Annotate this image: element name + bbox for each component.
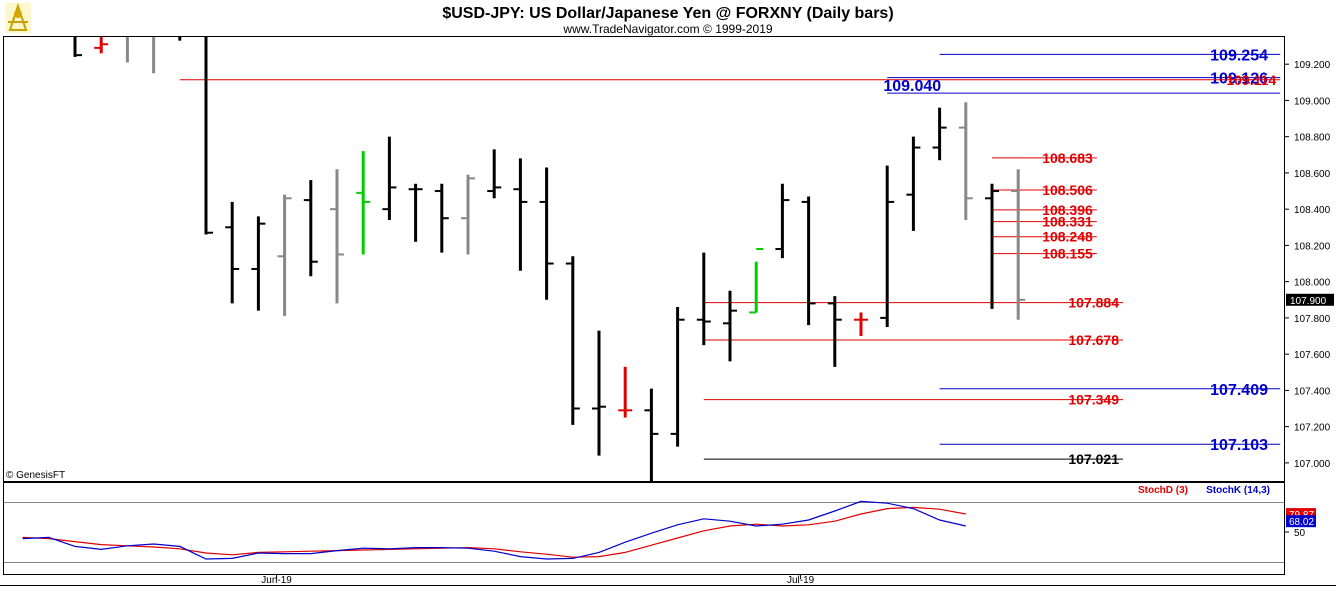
ohlc-bar xyxy=(1011,169,1026,320)
level-label: 108.683 xyxy=(1042,150,1093,166)
price-tick-label: 109.200 xyxy=(1294,60,1331,71)
ohlc-bar xyxy=(985,183,999,309)
ohlc-bar xyxy=(827,296,842,367)
stoch-k-tag xyxy=(1286,515,1316,528)
level-label: 107.103 xyxy=(1210,437,1268,454)
copyright-text: © GenesisFT xyxy=(6,470,65,481)
level-label: 107.021 xyxy=(1068,451,1119,467)
ohlc-bar xyxy=(906,136,921,231)
stoch-d-line xyxy=(22,506,966,558)
level-label: 107.349 xyxy=(1068,392,1119,408)
stoch-tick-label: 50 xyxy=(1294,528,1306,539)
ohlc-bar xyxy=(592,330,606,456)
level-label: 108.155 xyxy=(1042,246,1093,262)
level-label: 108.248 xyxy=(1042,229,1093,245)
ohlc-bar xyxy=(487,149,502,199)
price-tick-label: 107.600 xyxy=(1294,350,1331,361)
stochastic-lines xyxy=(22,500,966,560)
ohlc-bar xyxy=(461,174,475,255)
level-label: 107.409 xyxy=(1210,382,1268,399)
price-tick-label: 108.600 xyxy=(1294,169,1331,180)
level-label: 108.331 xyxy=(1042,214,1093,230)
ohlc-bar xyxy=(513,158,528,271)
level-label: 109.114 xyxy=(1226,72,1276,88)
price-tick-label: 107.400 xyxy=(1294,386,1331,397)
level-label: 107.678 xyxy=(1068,332,1119,348)
level-label: 108.396 xyxy=(1042,202,1093,218)
price-panel-frame xyxy=(3,36,1285,482)
ohlc-bar xyxy=(854,312,868,337)
price-tick-label: 108.200 xyxy=(1294,241,1331,252)
ohlc-bar xyxy=(749,248,764,314)
price-axis: 109.200 109.000 108.800 108.600 108.400 108.2… xyxy=(1284,60,1331,470)
chart-title: $USD-JPY: US Dollar/Japanese Yen @ FORXN… xyxy=(442,5,893,22)
stoch-d-legend: StochD (3) xyxy=(1138,485,1188,496)
level-label: 108.506 xyxy=(1042,182,1093,198)
level-label: 109.254 xyxy=(1210,47,1268,64)
time-tick-label: Jul-19 xyxy=(787,575,815,586)
trade-navigator-logo xyxy=(5,2,31,33)
ohlc-bar xyxy=(434,183,449,253)
ohlc-bar xyxy=(225,201,240,304)
price-tick-label: 108.800 xyxy=(1294,133,1331,144)
time-tick-label: Jun-19 xyxy=(261,575,292,586)
stoch-k-last: 68.02 xyxy=(1289,517,1314,528)
ohlc-bar xyxy=(204,37,213,235)
price-tick-label: 107.200 xyxy=(1294,423,1331,434)
ohlc-bar xyxy=(251,216,266,311)
ohlc-bar xyxy=(932,107,947,161)
price-tick-label: 109.000 xyxy=(1294,96,1331,107)
ohlc-bar xyxy=(801,196,816,326)
ohlc-bar xyxy=(356,151,371,255)
ohlc-bar xyxy=(94,37,109,54)
ohlc-bar xyxy=(696,252,711,346)
ohlc-bar xyxy=(670,307,685,447)
price-tick-label: 108.000 xyxy=(1294,278,1331,289)
ohlc-bar xyxy=(408,183,423,242)
last-price-tag: 107.900 xyxy=(1286,293,1334,307)
stoch-panel-frame xyxy=(3,482,1285,575)
ohlc-bar xyxy=(618,366,633,418)
ohlc-bar xyxy=(303,180,318,277)
level-label: 107.884 xyxy=(1068,295,1119,311)
chart-subtitle: www.TradeNavigator.com © 1999-2019 xyxy=(562,22,772,36)
ohlc-bar xyxy=(277,194,292,317)
ohlc-bar xyxy=(958,102,973,221)
price-tick-label: 107.000 xyxy=(1294,459,1331,470)
price-tick-label: 108.400 xyxy=(1294,205,1331,216)
last-price-label: 107.900 xyxy=(1290,296,1327,307)
ohlc-bar xyxy=(565,256,580,425)
ohlc-bar xyxy=(330,169,344,304)
ohlc-bar xyxy=(723,290,737,362)
ohlc-bar xyxy=(775,183,790,259)
price-bars xyxy=(73,37,1026,481)
ohlc-bar xyxy=(539,167,554,300)
stoch-axis: 5079.8768.02 xyxy=(1284,508,1316,539)
time-axis: Jun-19 Jul-19 xyxy=(261,575,815,586)
ohlc-bar xyxy=(73,37,82,57)
level-label: 109.040 xyxy=(883,78,941,95)
ohlc-bar xyxy=(382,136,397,221)
ohlc-bar xyxy=(644,388,659,481)
level-label: 109.126 xyxy=(1210,71,1268,88)
price-tick-label: 107.800 xyxy=(1294,314,1331,325)
stoch-k-legend: StochK (14,3) xyxy=(1206,485,1270,496)
stoch-k-line xyxy=(22,500,966,560)
ohlc-bar xyxy=(880,165,895,327)
